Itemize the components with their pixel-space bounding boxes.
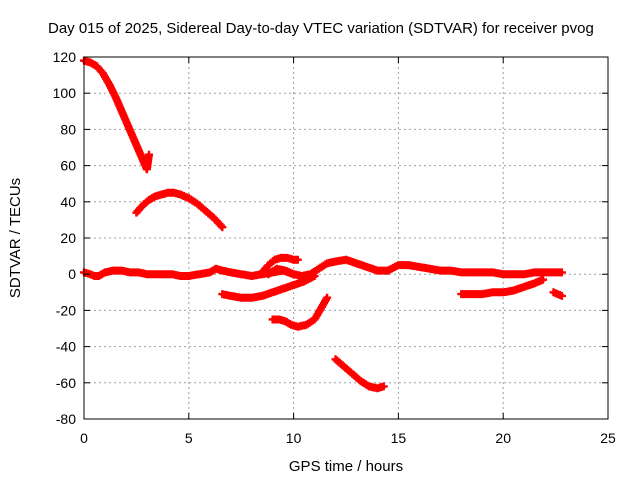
data-point	[539, 275, 548, 284]
data-point	[218, 223, 227, 232]
x-tick-label: 0	[80, 430, 88, 446]
series-arc-6	[268, 293, 332, 331]
series-arc-5	[218, 272, 319, 302]
y-tick-label: 80	[60, 121, 76, 137]
axis-ticks: 0 5 10 15 20 25 -80 -60 -40 -20 0 20 40 60 80 100 120	[53, 49, 616, 446]
y-tick-label: -40	[56, 339, 76, 355]
series-arc-2	[132, 188, 227, 232]
y-axis-label: SDTVAR / TECUs	[7, 178, 24, 298]
y-tick-label: 40	[60, 194, 76, 210]
y-tick-label: -20	[56, 302, 76, 318]
y-tick-label: 0	[68, 266, 76, 282]
x-tick-label: 15	[391, 430, 407, 446]
y-tick-label: 120	[53, 49, 77, 65]
series-arc-10	[457, 275, 548, 299]
data-point	[557, 291, 566, 300]
chart-title: Day 015 of 2025, Sidereal Day-to-day VTE…	[48, 20, 594, 37]
series-arc-4	[258, 253, 302, 277]
x-tick-label: 5	[185, 430, 193, 446]
series-arc-8	[331, 355, 388, 393]
y-tick-label: -80	[56, 411, 76, 427]
data-point	[557, 268, 566, 277]
grid	[84, 57, 608, 419]
data-point	[379, 382, 388, 391]
x-tick-label: 25	[600, 430, 616, 446]
x-tick-label: 20	[495, 430, 511, 446]
series-arc-1	[80, 56, 153, 174]
x-axis-label: GPS time / hours	[289, 458, 403, 475]
y-tick-label: 100	[53, 85, 77, 101]
y-tick-label: 20	[60, 230, 76, 246]
data-point	[293, 255, 302, 264]
series-arc-11	[549, 288, 566, 300]
data-points	[80, 56, 566, 393]
data-point	[144, 150, 153, 159]
data-point	[323, 293, 332, 302]
series-arc-9	[383, 261, 566, 279]
y-tick-label: 60	[60, 158, 76, 174]
y-tick-label: -60	[56, 375, 76, 391]
x-tick-label: 10	[286, 430, 302, 446]
